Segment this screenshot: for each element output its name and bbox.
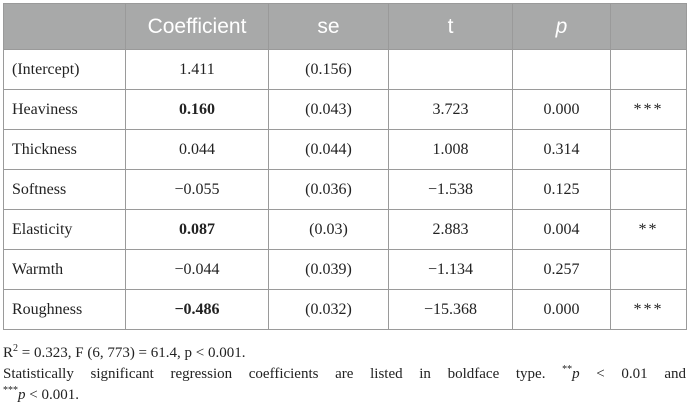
table-row: Thickness 0.044 (0.044) 1.008 0.314 — [3, 129, 687, 170]
significance-cell — [610, 249, 687, 290]
header-cell-t: t — [388, 3, 513, 50]
significance-cell: ** — [610, 209, 687, 250]
coefficient-cell: 0.044 — [125, 129, 269, 170]
table-notes: R2 = 0.323, F (6, 773) = 61.4, p < 0.001… — [3, 343, 686, 406]
t-cell — [388, 49, 513, 90]
header-cell-label — [3, 3, 126, 50]
se-cell: (0.044) — [268, 129, 389, 170]
p-cell: 0.125 — [512, 169, 611, 210]
coefficient-cell: 1.411 — [125, 49, 269, 90]
triple-star: *** — [3, 385, 18, 396]
table-row: Heaviness 0.160 (0.043) 3.723 0.000 *** — [3, 89, 687, 130]
table-row: Roughness −0.486 (0.032) −15.368 0.000 *** — [3, 289, 687, 330]
significance-cell: *** — [610, 289, 687, 330]
table-row: Softness −0.055 (0.036) −1.538 0.125 — [3, 169, 687, 210]
p-cell: 0.314 — [512, 129, 611, 170]
threshold-001: < 0.01 and — [579, 366, 686, 382]
double-star: ** — [562, 364, 573, 375]
r-superscript: 2 — [13, 343, 19, 354]
significance-cell — [610, 129, 687, 170]
row-label: Softness — [3, 169, 126, 210]
significance-cell — [610, 169, 687, 210]
se-cell: (0.156) — [268, 49, 389, 90]
se-cell: (0.043) — [268, 89, 389, 130]
row-label: Elasticity — [3, 209, 126, 250]
p-cell: 0.000 — [512, 289, 611, 330]
p-symbol-2: p — [18, 387, 26, 403]
note-fit-statistics: R2 = 0.323, F (6, 773) = 61.4, p < 0.001… — [3, 343, 686, 364]
header-cell-p: p — [512, 3, 611, 50]
header-cell-sig — [610, 3, 687, 50]
se-cell: (0.03) — [268, 209, 389, 250]
se-cell: (0.039) — [268, 249, 389, 290]
t-cell: 2.883 — [388, 209, 513, 250]
header-row: Coefficient se t p — [3, 3, 687, 50]
coefficient-cell: −0.044 — [125, 249, 269, 290]
row-label: (Intercept) — [3, 49, 126, 90]
coefficient-cell: 0.087 — [125, 209, 269, 250]
significance-text: Statistically significant regression coe… — [3, 366, 563, 382]
note-significance: Statistically significant regression coe… — [3, 364, 686, 385]
r-label: R — [3, 345, 14, 361]
header-cell-coefficient: Coefficient — [125, 3, 269, 50]
regression-table-container: Coefficient se t p (Intercept) 1.411 (0.15… — [3, 3, 687, 330]
t-cell: −1.538 — [388, 169, 513, 210]
p-cell — [512, 49, 611, 90]
row-label: Heaviness — [3, 89, 126, 130]
table-row: Warmth −0.044 (0.039) −1.134 0.257 — [3, 249, 687, 290]
regression-table: Coefficient se t p (Intercept) 1.411 (0.15… — [3, 3, 687, 330]
row-label: Warmth — [3, 249, 126, 290]
se-cell: (0.032) — [268, 289, 389, 330]
coefficient-cell: −0.055 — [125, 169, 269, 210]
fit-statistics-text: = 0.323, F (6, 773) = 61.4, p < 0.001. — [18, 345, 246, 361]
se-cell: (0.036) — [268, 169, 389, 210]
coefficient-cell: −0.486 — [125, 289, 269, 330]
table-row: (Intercept) 1.411 (0.156) — [3, 49, 687, 90]
table-row: Elasticity 0.087 (0.03) 2.883 0.004 ** — [3, 209, 687, 250]
t-cell: 3.723 — [388, 89, 513, 130]
t-cell: −15.368 — [388, 289, 513, 330]
header-cell-se: se — [268, 3, 389, 50]
t-cell: 1.008 — [388, 129, 513, 170]
significance-cell: *** — [610, 89, 687, 130]
p-cell: 0.004 — [512, 209, 611, 250]
row-label: Roughness — [3, 289, 126, 330]
p-cell: 0.257 — [512, 249, 611, 290]
row-label: Thickness — [3, 129, 126, 170]
p-cell: 0.000 — [512, 89, 611, 130]
note-significance-cont: ***p < 0.001. — [3, 385, 686, 406]
threshold-0001: < 0.001. — [25, 387, 79, 403]
significance-cell — [610, 49, 687, 90]
p-symbol: p — [572, 366, 580, 382]
coefficient-cell: 0.160 — [125, 89, 269, 130]
table-body: (Intercept) 1.411 (0.156) Heaviness 0.160 (0.… — [3, 49, 687, 330]
t-cell: −1.134 — [388, 249, 513, 290]
